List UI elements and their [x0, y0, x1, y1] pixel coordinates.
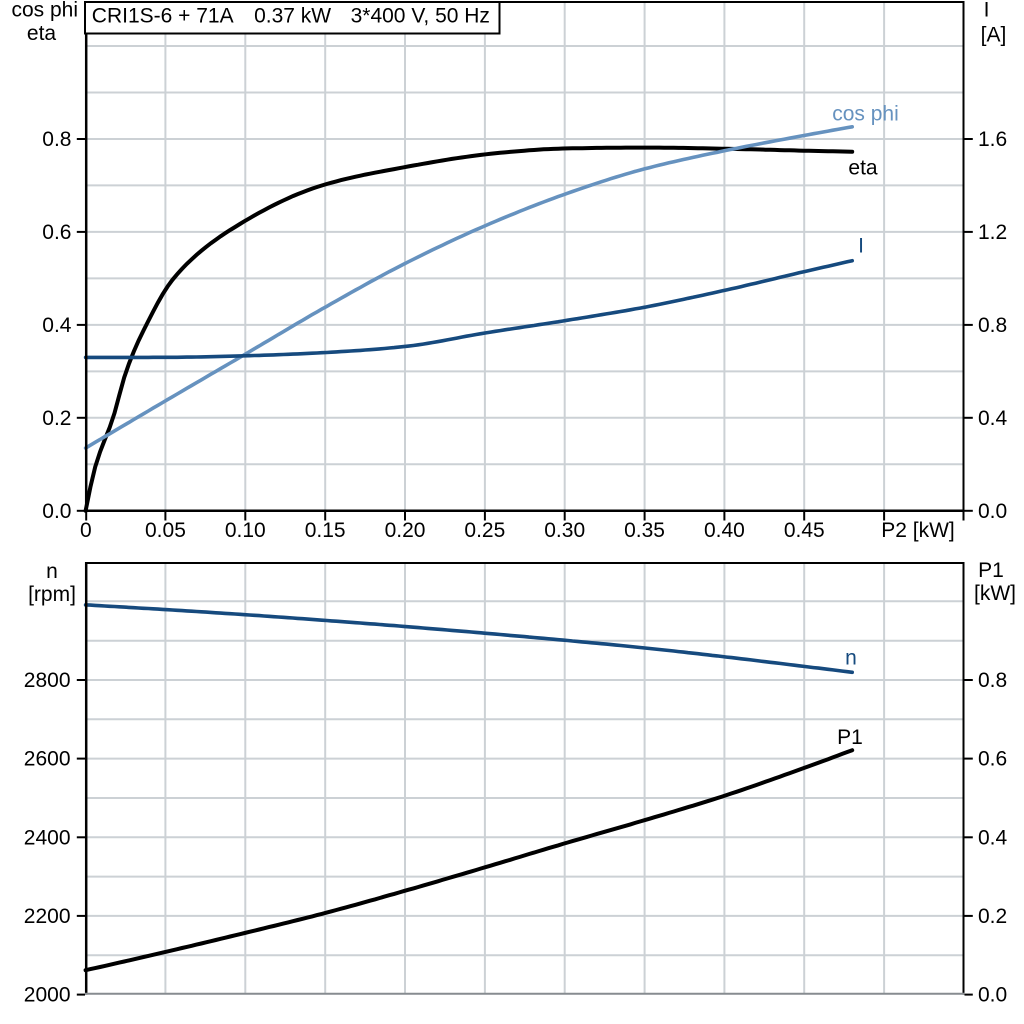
svg-text:0.4: 0.4: [42, 314, 72, 337]
svg-text:2000: 2000: [24, 984, 71, 1007]
svg-text:0.4: 0.4: [978, 826, 1008, 849]
svg-text:0.10: 0.10: [225, 519, 266, 542]
svg-text:0.15: 0.15: [305, 519, 346, 542]
svg-text:0.20: 0.20: [385, 519, 426, 542]
svg-text:2600: 2600: [24, 748, 71, 771]
svg-text:0.6: 0.6: [42, 221, 71, 244]
svg-text:0.6: 0.6: [978, 748, 1007, 771]
svg-text:eta: eta: [27, 22, 57, 45]
svg-text:0.25: 0.25: [464, 519, 505, 542]
svg-text:0.40: 0.40: [704, 519, 745, 542]
svg-text:cos phi: cos phi: [832, 103, 899, 126]
svg-text:2800: 2800: [24, 669, 71, 692]
svg-text:[kW]: [kW]: [974, 582, 1016, 605]
svg-text:n: n: [845, 647, 857, 670]
svg-text:cos phi: cos phi: [11, 0, 78, 21]
svg-text:0.0: 0.0: [978, 984, 1007, 1007]
svg-text:eta: eta: [848, 157, 878, 180]
svg-text:0.4: 0.4: [978, 407, 1008, 430]
svg-text:n: n: [46, 560, 58, 583]
svg-text:0.8: 0.8: [978, 669, 1007, 692]
svg-text:0: 0: [80, 519, 92, 542]
svg-text:1.2: 1.2: [978, 221, 1007, 244]
svg-text:0.0: 0.0: [42, 500, 71, 523]
svg-text:0.2: 0.2: [42, 407, 71, 430]
svg-text:2200: 2200: [24, 905, 71, 928]
svg-text:0.45: 0.45: [784, 519, 825, 542]
svg-text:2400: 2400: [24, 826, 71, 849]
svg-text:0.2: 0.2: [978, 905, 1007, 928]
svg-text:0.8: 0.8: [978, 314, 1007, 337]
svg-text:1.6: 1.6: [978, 128, 1007, 151]
svg-text:I: I: [984, 0, 990, 21]
svg-text:I: I: [858, 234, 864, 257]
svg-text:0.35: 0.35: [624, 519, 665, 542]
svg-text:P1: P1: [978, 559, 1004, 582]
svg-text:P2 [kW]: P2 [kW]: [881, 519, 955, 542]
svg-text:0.30: 0.30: [544, 519, 585, 542]
svg-text:0.0: 0.0: [978, 500, 1007, 523]
svg-text:[A]: [A]: [981, 23, 1007, 46]
svg-text:[rpm]: [rpm]: [28, 583, 76, 606]
svg-text:P1: P1: [837, 726, 863, 749]
svg-text:0.05: 0.05: [145, 519, 186, 542]
svg-text:0.8: 0.8: [42, 128, 71, 151]
